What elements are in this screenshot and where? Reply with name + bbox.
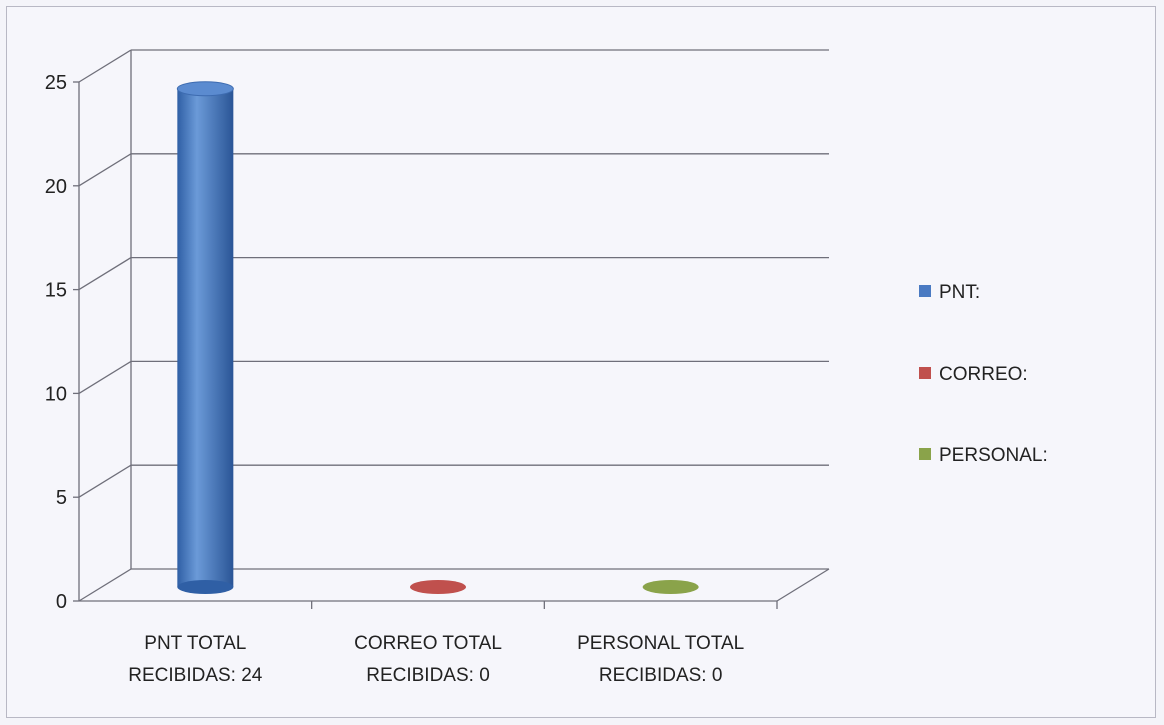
bar-base xyxy=(177,580,234,594)
x-category-label: PERSONAL TOTAL xyxy=(577,633,744,654)
legend-label: CORREO: xyxy=(939,364,1028,385)
x-category-label: PNT TOTAL xyxy=(144,633,246,654)
bar-chart: 0 5 10 15 20 25 PNT TOTAL RECIBIDAS: 24 CORREO T… xyxy=(45,49,1048,686)
y-tick-label: 25 xyxy=(45,72,67,94)
x-category-label: RECIBIDAS: 24 xyxy=(128,665,263,686)
gridline-side xyxy=(78,257,132,291)
y-tick-label: 10 xyxy=(45,383,67,405)
gridline-side xyxy=(78,49,132,83)
x-category-label: RECIBIDAS: 0 xyxy=(366,665,490,686)
y-tick-label: 0 xyxy=(56,591,67,613)
gridline-side xyxy=(78,568,132,602)
bar-top xyxy=(176,81,234,97)
bar xyxy=(410,580,466,594)
bar xyxy=(177,88,234,587)
bar xyxy=(642,580,699,594)
gridline-side xyxy=(78,153,132,187)
x-category-label: RECIBIDAS: 0 xyxy=(599,665,723,686)
y-tick-label: 20 xyxy=(45,176,67,198)
y-tick-label: 5 xyxy=(56,487,67,509)
legend-label: PERSONAL: xyxy=(939,445,1048,466)
legend-label: PNT: xyxy=(939,282,980,303)
legend-swatch xyxy=(919,448,931,460)
gridline-side xyxy=(78,464,132,498)
y-tick-label: 15 xyxy=(45,280,67,302)
x-category-label: CORREO TOTAL xyxy=(354,633,502,654)
gridline-side xyxy=(78,360,132,394)
legend-swatch xyxy=(919,367,931,379)
chart-area: 0 5 10 15 20 25 PNT TOTAL RECIBIDAS: 24 CORREO T… xyxy=(6,6,1156,718)
floor-edge xyxy=(776,568,830,602)
legend-swatch xyxy=(919,285,931,297)
